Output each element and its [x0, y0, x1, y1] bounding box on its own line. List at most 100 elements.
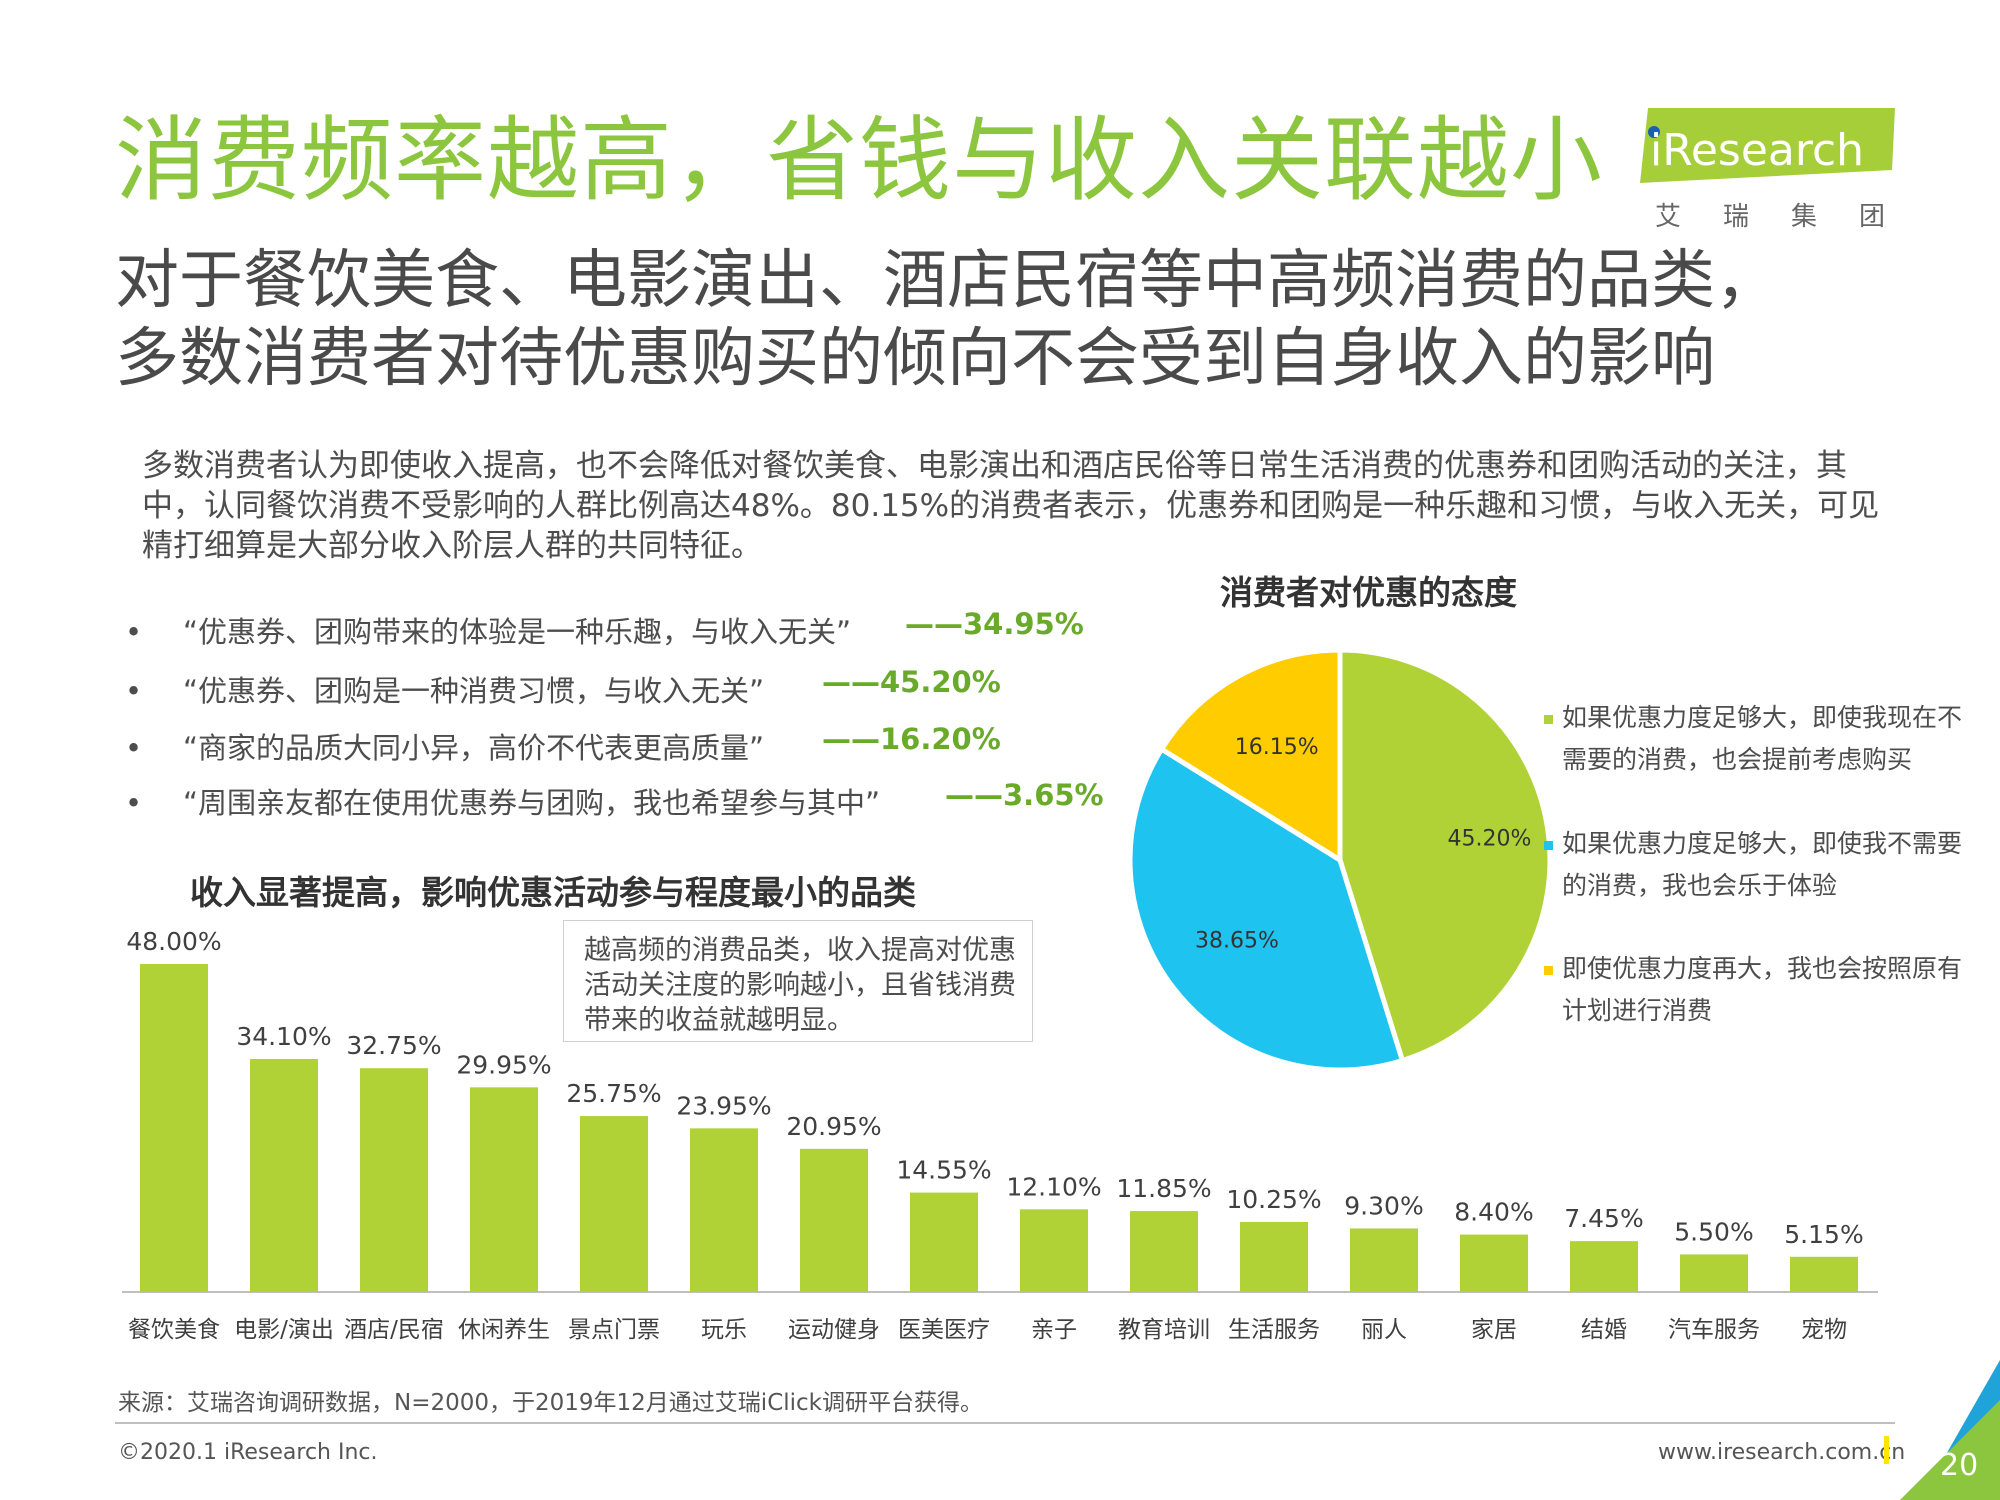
bar: [1790, 1256, 1858, 1292]
subtitle-line-2: 多数消费者对待优惠购买的倾向不会受到自身收入的影响: [115, 322, 1715, 397]
bar-chart-title: 收入显著提高，影响优惠活动参与程度最小的品类: [190, 873, 916, 912]
bar-value-label: 20.95%: [786, 1112, 881, 1141]
page-subtitle: 对于餐饮美食、电影演出、酒店民宿等中高频消费的品类， 多数消费者对待优惠购买的倾…: [115, 242, 1779, 398]
bar-value-label: 32.75%: [346, 1031, 441, 1060]
bar-value-label: 10.25%: [1226, 1185, 1321, 1214]
footer-accent-bar: [1884, 1436, 1889, 1464]
pie-value-label: 16.15%: [1235, 735, 1319, 760]
page-number: 20: [1940, 1448, 1979, 1483]
bar-category-label: 景点门票: [568, 1317, 660, 1343]
page-title: 消费频率越高，省钱与收入关联越小: [115, 107, 1604, 214]
bar: [690, 1128, 758, 1292]
bar: [470, 1087, 538, 1292]
bar-value-label: 23.95%: [676, 1091, 771, 1120]
bullet: •: [125, 786, 143, 820]
quote-item: • “周围亲友都在使用优惠券与团购，我也希望参与其中”: [125, 780, 880, 822]
pie-slice: [1127, 745, 1406, 1073]
bar: [1460, 1234, 1528, 1292]
bar-value-label: 9.30%: [1344, 1191, 1423, 1220]
bar-value-label: 14.55%: [896, 1156, 991, 1185]
bar: [1350, 1228, 1418, 1292]
legend-item: 如果优惠力度足够大，即使我不需要的消费，我也会乐于体验: [1544, 823, 1972, 907]
pie-value-label: 38.65%: [1195, 929, 1279, 954]
bar-value-label: 12.10%: [1006, 1172, 1101, 1201]
bar: [580, 1116, 648, 1292]
pie-chart: 45.20% 38.65% 16.15%: [1127, 647, 1553, 1073]
bar-category-label: 酒店/民宿: [344, 1317, 444, 1343]
iresearch-logo: iResearch: [1640, 108, 1895, 183]
bar-value-label: 5.15%: [1784, 1220, 1863, 1249]
legend-label: 即使优惠力度再大，我也会按照原有计划进行消费: [1562, 954, 1963, 1025]
bar-category-label: 餐饮美食: [128, 1317, 220, 1343]
pie-slice: [1337, 647, 1553, 1064]
quote-text: “优惠券、团购是一种消费习惯，与收入无关”: [183, 674, 765, 708]
logo-subtitle: 艾瑞集团: [1655, 202, 1928, 232]
annotation-box: 越高频的消费品类，收入提高对优惠活动关注度的影响越小，且省钱消费带来的收益就越明…: [563, 920, 1033, 1042]
quote-text: “优惠券、团购带来的体验是一种乐趣，与收入无关”: [183, 615, 852, 649]
footer-divider: [115, 1422, 1895, 1424]
bullet: •: [125, 731, 143, 765]
bar-value-label: 11.85%: [1116, 1174, 1211, 1203]
bar-category-label: 丽人: [1361, 1317, 1407, 1343]
bar-category-label: 家居: [1471, 1317, 1517, 1343]
legend-item: 即使优惠力度再大，我也会按照原有计划进行消费: [1544, 948, 1972, 1032]
legend-label: 如果优惠力度足够大，即使我现在不需要的消费，也会提前考虑购买: [1562, 703, 1963, 774]
legend-item: 如果优惠力度足够大，即使我现在不需要的消费，也会提前考虑购买: [1544, 697, 1972, 781]
quote-percent: ——34.95%: [905, 607, 1084, 641]
bar-category-label: 宠物: [1801, 1317, 1847, 1343]
bar-value-label: 29.95%: [456, 1050, 551, 1079]
bar-category-label: 运动健身: [788, 1317, 880, 1343]
subtitle-line-1: 对于餐饮美食、电影演出、酒店民宿等中高频消费的品类，: [115, 244, 1779, 318]
bullet: •: [125, 615, 143, 649]
quote-text: “周围亲友都在使用优惠券与团购，我也希望参与其中”: [183, 786, 881, 820]
legend-label: 如果优惠力度足够大，即使我不需要的消费，我也会乐于体验: [1562, 829, 1963, 900]
bar: [250, 1058, 318, 1292]
bar: [1570, 1241, 1638, 1292]
bar-value-label: 5.50%: [1674, 1217, 1753, 1246]
legend-swatch-green: [1544, 715, 1553, 724]
quote-item: • “优惠券、团购是一种消费习惯，与收入无关”: [125, 668, 764, 710]
bar: [140, 964, 208, 1292]
quote-percent: ——45.20%: [822, 665, 1001, 699]
bar-category-label: 玩乐: [701, 1317, 747, 1343]
quote-percent: ——3.65%: [945, 778, 1104, 812]
bar-category-label: 教育培训: [1118, 1317, 1210, 1343]
quote-text: “商家的品质大同小异，高价不代表更高质量”: [183, 731, 765, 765]
website-link[interactable]: www.iresearch.com.cn: [1658, 1440, 1906, 1465]
bar-value-label: 7.45%: [1564, 1204, 1643, 1233]
bar-category-label: 电影/演出: [234, 1317, 334, 1343]
bar-category-label: 亲子: [1031, 1317, 1077, 1343]
bar-category-label: 生活服务: [1228, 1317, 1320, 1343]
bar-value-label: 8.40%: [1454, 1198, 1533, 1227]
bar: [1130, 1211, 1198, 1292]
bar: [360, 1068, 428, 1292]
bullet: •: [125, 674, 143, 708]
quote-percent: ——16.20%: [822, 722, 1001, 756]
bar: [1240, 1221, 1308, 1292]
bar: [1020, 1209, 1088, 1292]
legend-swatch-blue: [1544, 841, 1553, 850]
source-note: 来源：艾瑞咨询调研数据，N=2000，于2019年12月通过艾瑞iClick调研…: [118, 1390, 984, 1416]
pie-chart-title: 消费者对优惠的态度: [1220, 573, 1517, 612]
intro-paragraph: 多数消费者认为即使收入提高，也不会降低对餐饮美食、电影演出和酒店民俗等日常生活消…: [142, 448, 1880, 564]
bar-value-label: 34.10%: [236, 1022, 331, 1051]
bar: [800, 1148, 868, 1292]
bar-category-label: 结婚: [1581, 1317, 1627, 1343]
corner-shape-green: [1900, 1400, 2000, 1500]
bar-category-label: 医美医疗: [898, 1317, 990, 1343]
bar-category-label: 休闲养生: [458, 1317, 550, 1343]
legend-swatch-yellow: [1544, 966, 1553, 975]
bar-category-label: 汽车服务: [1668, 1317, 1760, 1343]
logo-text: iResearch: [1650, 125, 1864, 176]
pie-slice: [1158, 647, 1343, 865]
quote-item: • “优惠券、团购带来的体验是一种乐趣，与收入无关”: [125, 609, 851, 651]
bar: [910, 1192, 978, 1292]
bar-value-label: 48.00%: [126, 927, 221, 956]
bar: [1680, 1254, 1748, 1292]
bar-value-label: 25.75%: [566, 1079, 661, 1108]
corner-decoration: [1900, 1360, 2000, 1500]
pie-value-label: 45.20%: [1448, 826, 1532, 851]
copyright: ©2020.1 iResearch Inc.: [118, 1440, 378, 1465]
logo-banner-shape: [1640, 108, 1895, 183]
